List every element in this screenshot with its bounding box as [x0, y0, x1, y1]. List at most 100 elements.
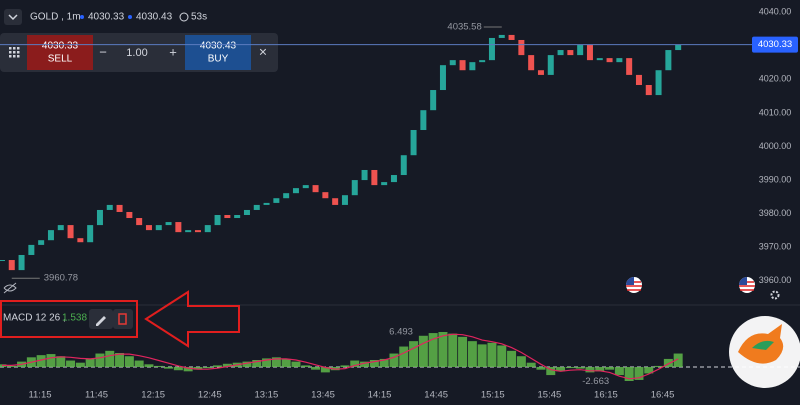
candle [18, 254, 25, 271]
increase[interactable]: + [169, 44, 177, 59]
histogram-bar [173, 367, 183, 371]
candle [439, 65, 446, 91]
candle [410, 130, 417, 156]
lot-size[interactable]: 1.00 [126, 47, 147, 59]
histogram-bar [311, 367, 321, 370]
histogram-bar [36, 355, 46, 367]
candle [586, 45, 593, 61]
candle [106, 204, 113, 210]
buy-button[interactable] [185, 35, 251, 70]
candle [371, 169, 378, 186]
histogram-bar [252, 360, 262, 367]
candle [77, 238, 84, 243]
candle [57, 225, 64, 231]
histogram-bar [193, 367, 203, 370]
broker-logo [729, 316, 800, 388]
candle [449, 60, 456, 66]
x-tick-label: 13:15 [254, 390, 278, 401]
histogram-bar [644, 367, 654, 374]
y-tick-label: 3980.00 [759, 208, 792, 218]
candle [518, 39, 525, 56]
histogram-bar [477, 344, 487, 367]
ask: 4030.43 [136, 12, 173, 23]
candle [283, 193, 290, 199]
x-tick-label: 11:15 [28, 390, 51, 401]
candle [28, 244, 35, 255]
candle [194, 230, 201, 233]
low-label: 3960.78 [44, 273, 78, 284]
candle [8, 260, 15, 271]
candle [292, 188, 299, 194]
candle [528, 55, 535, 71]
x-tick-label: 16:15 [594, 390, 618, 401]
candle [224, 215, 231, 219]
sell-price: 4030.33 [42, 41, 79, 52]
candle [47, 230, 54, 241]
hide-icon[interactable] [3, 282, 17, 294]
candle [273, 198, 280, 203]
histogram-bar [565, 367, 575, 369]
x-tick-label: 12:45 [198, 390, 222, 401]
histogram-bar [242, 361, 252, 367]
histogram-bar [56, 356, 66, 367]
delete-button[interactable] [113, 309, 133, 329]
candle [469, 62, 476, 71]
histogram-bar [144, 364, 154, 367]
y-tick-label: 4010.00 [759, 107, 792, 117]
close-panel[interactable]: × [259, 44, 267, 60]
histogram-bar [66, 360, 76, 367]
candle [390, 175, 397, 183]
timer: 53s [191, 12, 207, 23]
macd-min-label: -2.663 [582, 376, 609, 387]
candle [361, 169, 368, 181]
histogram-bar [271, 357, 281, 367]
candle [675, 44, 682, 51]
histogram-bar [46, 354, 56, 367]
candle [145, 225, 152, 231]
histogram-bar [585, 367, 595, 373]
last-price-label: 4030.33 [758, 39, 792, 50]
histogram-bar [458, 336, 468, 367]
candle [430, 90, 437, 111]
histogram-bar [379, 358, 389, 367]
settings-icon[interactable] [770, 290, 780, 300]
histogram-bar [7, 365, 17, 367]
candle [498, 34, 505, 38]
candle [665, 50, 672, 71]
candle [341, 195, 348, 205]
candle [0, 260, 5, 262]
y-tick-label: 3960.00 [759, 275, 792, 285]
candle [302, 185, 309, 189]
histogram-bar [575, 367, 585, 369]
candle [87, 225, 94, 243]
candle [253, 204, 260, 210]
candle [420, 110, 427, 131]
histogram-bar [105, 350, 115, 367]
histogram-bar [134, 360, 144, 367]
histogram-bar [350, 360, 360, 367]
x-tick-label: 13:45 [311, 390, 335, 401]
histogram-bar [663, 358, 673, 367]
sell-label: SELL [48, 54, 73, 65]
candle [165, 222, 172, 226]
candle [185, 230, 192, 233]
sell-button[interactable] [27, 35, 93, 70]
decrease[interactable]: − [99, 44, 107, 59]
symbol-menu[interactable] [4, 9, 22, 25]
timer-icon [179, 12, 189, 22]
us-flag [626, 277, 642, 293]
histogram-bar [526, 362, 536, 367]
histogram-bar [360, 361, 370, 367]
macd-value: 1.538 [62, 313, 87, 324]
histogram-bar [281, 358, 291, 367]
candle [557, 50, 564, 56]
histogram-bar [369, 360, 379, 367]
candle [616, 58, 623, 63]
histogram-bar [487, 342, 497, 367]
histogram-bar [409, 341, 419, 367]
histogram-bar [624, 367, 634, 381]
candle [175, 222, 182, 233]
grid-icon[interactable] [9, 47, 20, 58]
histogram-bar [467, 341, 477, 367]
